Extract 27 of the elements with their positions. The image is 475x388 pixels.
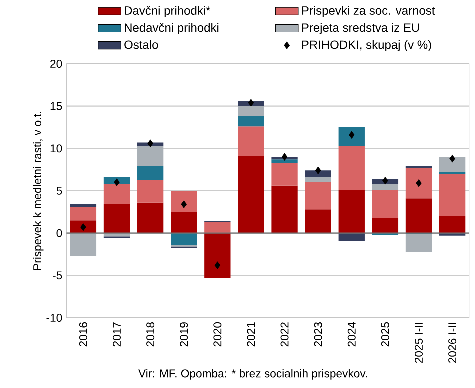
legend-label: Davčni prihodki* xyxy=(125,6,211,18)
legend-label: Prejeta sredstva iz EU xyxy=(302,23,420,34)
x-tick-label: 2022 xyxy=(280,322,289,347)
legend-label: Ostalo xyxy=(124,40,158,50)
legend-label: Nedavčni prihodki xyxy=(125,23,219,34)
x-tick-label: 2020 xyxy=(214,322,222,347)
y-tick-label: 10 xyxy=(50,144,62,153)
x-tick-label: 2023 xyxy=(314,322,322,347)
x-tick-label: 2025 xyxy=(381,322,390,347)
x-tick-label: 2016 xyxy=(79,322,88,347)
x-tick-label: 2018 xyxy=(146,322,155,347)
y-tick-label: 15 xyxy=(50,102,62,110)
x-tick-label: 2021 xyxy=(247,322,256,347)
y-axis-title: Prispevek k medletni rasti, v o.t. xyxy=(33,112,44,270)
x-tick-label: 2026 I-II xyxy=(448,323,457,364)
legend-label: PRIHODKI, skupaj (v %) xyxy=(302,40,432,52)
text: Vir: MF. Opomba: * brez socialnih prispevkov. xyxy=(138,369,368,380)
x-tick-label: 2017 xyxy=(113,322,122,347)
x-tick-label: 2024 xyxy=(348,322,356,347)
legend-label: Prispevki za soc. varnost xyxy=(302,6,436,18)
y-tick-label: -10 xyxy=(46,314,62,322)
y-tick-label: 5 xyxy=(56,187,62,195)
x-tick-label: 2019 xyxy=(180,322,188,347)
y-tick-label: 20 xyxy=(50,60,62,68)
x-tick-label: 2025 I-II xyxy=(414,323,424,364)
y-tick-label: -5 xyxy=(53,272,62,280)
y-tick-label: 0 xyxy=(56,229,62,238)
